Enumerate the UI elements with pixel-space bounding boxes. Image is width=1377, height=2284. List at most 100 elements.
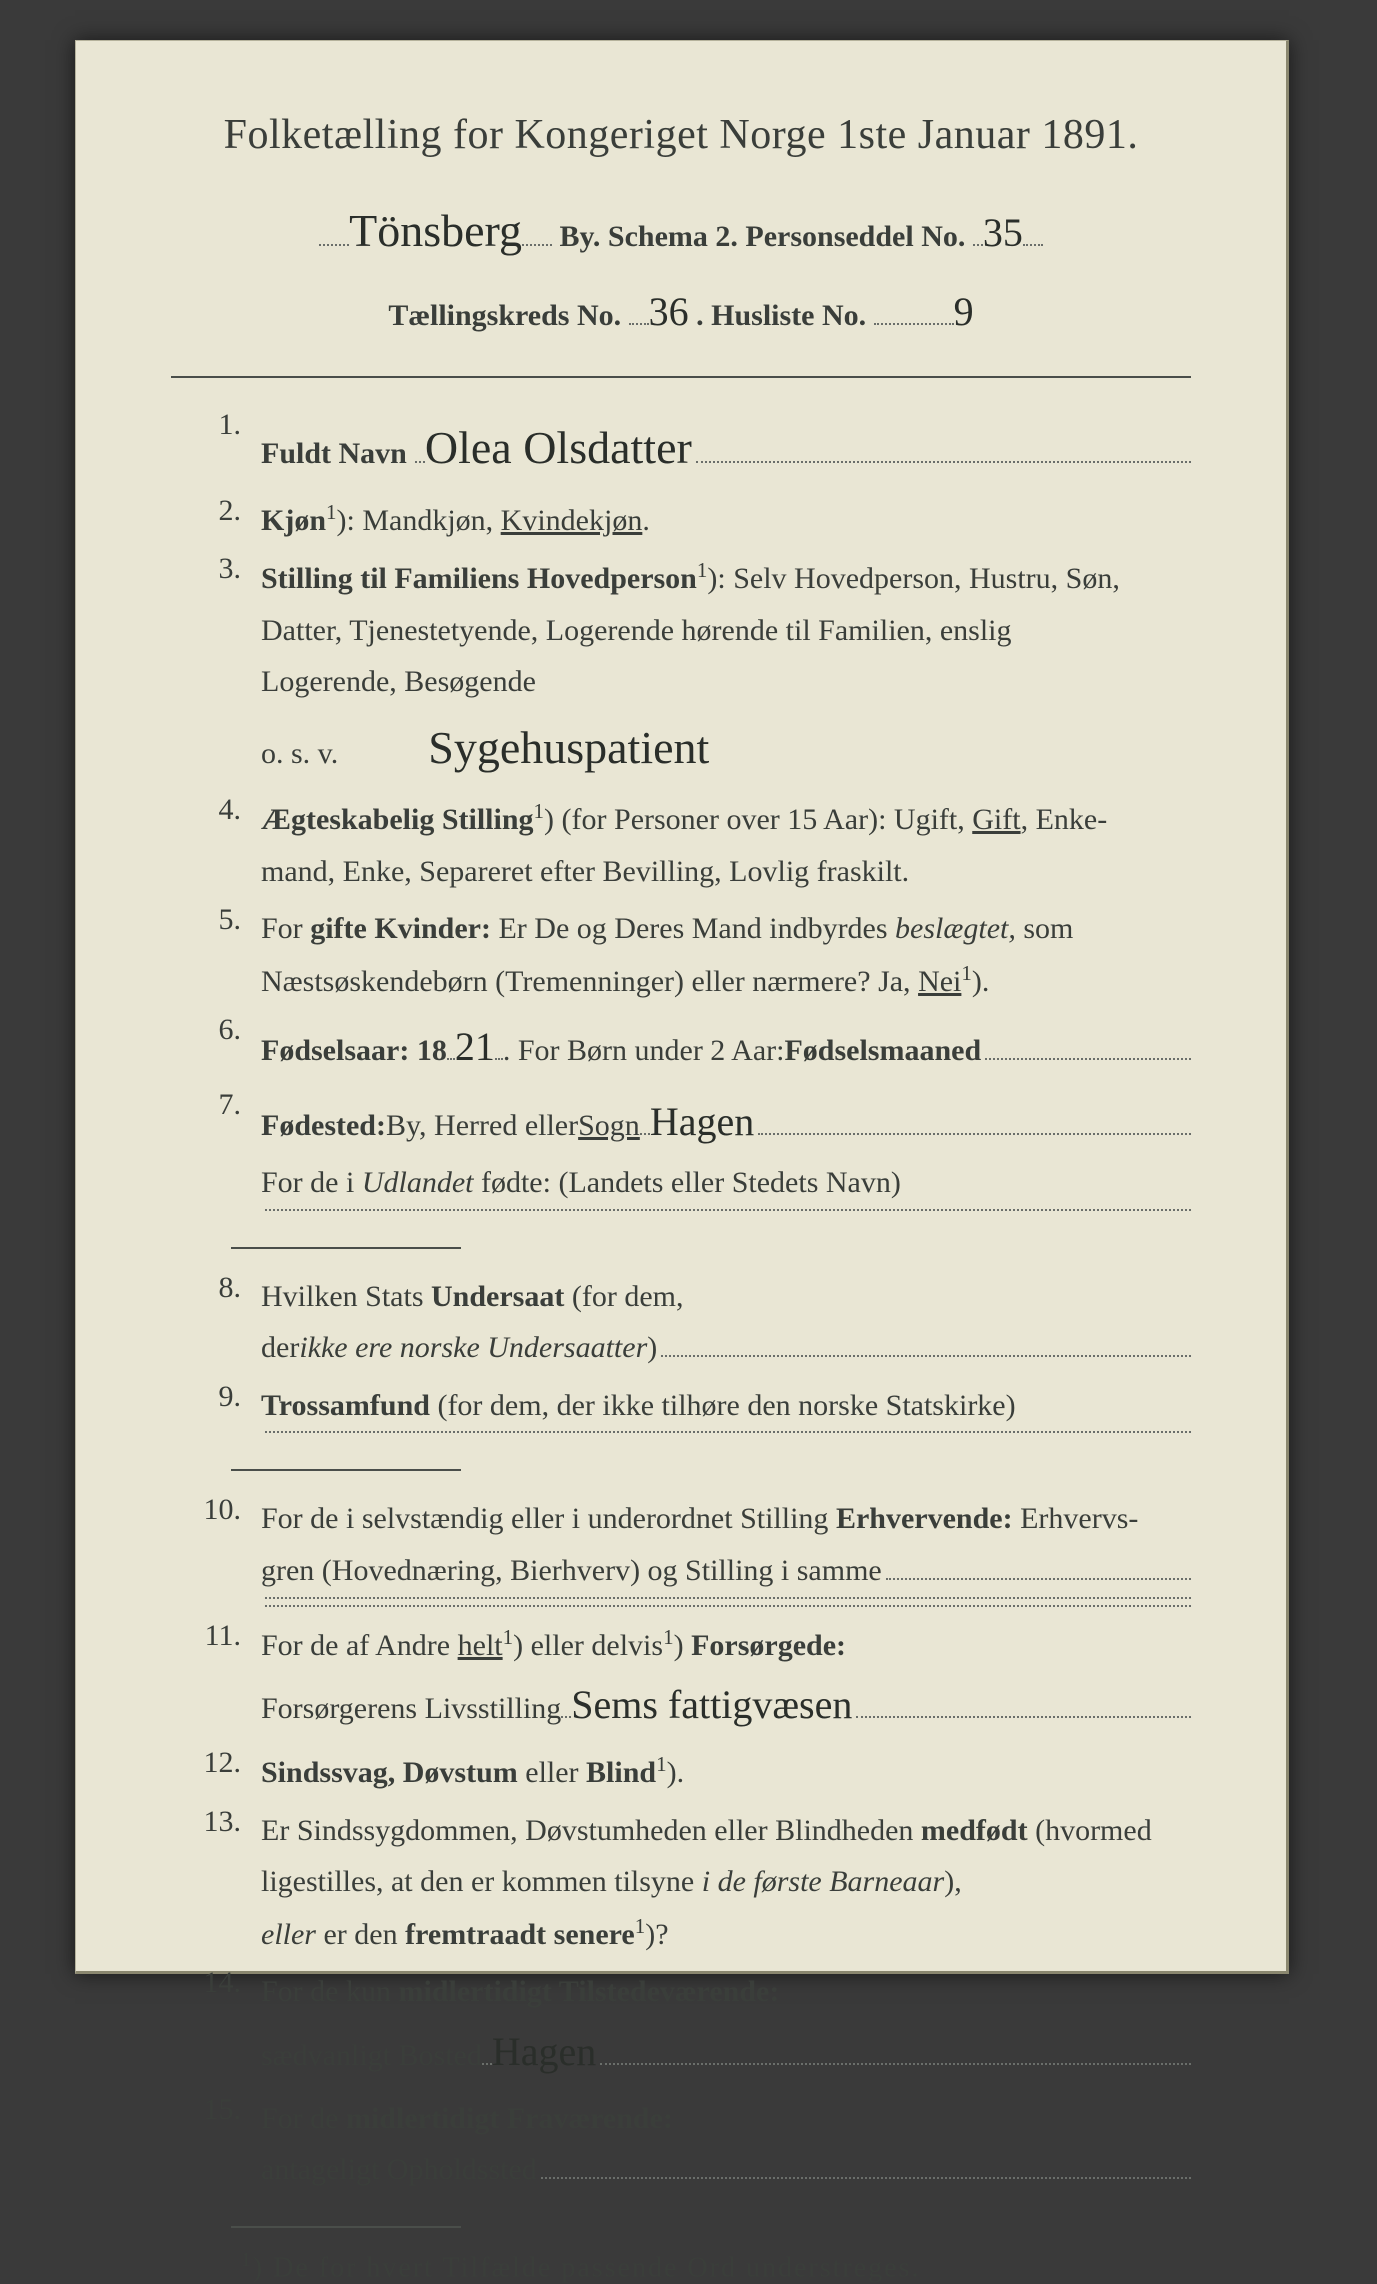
value-gift: Gift xyxy=(972,803,1020,836)
field-number: 12. xyxy=(171,1746,261,1799)
text: For de kun xyxy=(261,1975,399,2008)
text: eller xyxy=(518,1756,586,1789)
text: ) xyxy=(674,1629,692,1662)
text: Erhvervs- xyxy=(1013,1502,1139,1535)
field-number: 11. xyxy=(171,1619,261,1740)
text: For xyxy=(261,912,310,945)
value-kjon: Kvindekjøn xyxy=(501,504,643,537)
label-fremtraadt: fremtraadt senere xyxy=(405,1918,635,1951)
text: Forsørgerens Livsstilling xyxy=(261,1683,561,1735)
divider-mid-1 xyxy=(231,1247,461,1249)
text: )? xyxy=(645,1918,668,1951)
text: ). xyxy=(667,1756,685,1789)
divider-top xyxy=(171,376,1191,378)
text: o. s. v. xyxy=(261,728,338,780)
text: (for dem, der ikke tilhøre den norske St… xyxy=(430,1389,1016,1422)
field-number: 7. xyxy=(171,1088,261,1216)
label-kjon: Kjøn xyxy=(261,504,326,537)
label-forsorgede: Forsørgede: xyxy=(691,1629,846,1662)
field-7: 7. Fødested: By, Herred eller Sogn Hagen… xyxy=(171,1088,1191,1216)
label-fodselsaar: Fødselsaar: 18 xyxy=(261,1025,447,1077)
value-name: Olea Olsdatter xyxy=(425,408,692,487)
value-bosted: Hagen xyxy=(492,2018,596,2087)
label-fodselsmaaned: Fødselsmaaned xyxy=(784,1025,981,1077)
field-number: 9. xyxy=(171,1380,261,1440)
field-6: 6. Fødselsaar: 18 21 . For Børn under 2 … xyxy=(171,1013,1191,1082)
text: Logerende, Besøgende xyxy=(261,656,1191,708)
text: ligestilles, at den er kommen tilsyne xyxy=(261,1865,702,1898)
field-8: 8. Hvilken Stats Undersaat (for dem, der… xyxy=(171,1271,1191,1374)
field-number: 4. xyxy=(171,793,261,897)
text: er den xyxy=(316,1918,405,1951)
text: Hvilken Stats xyxy=(261,1280,431,1313)
field-number: 14. xyxy=(171,1966,261,2086)
text: Er Sindssygdommen, Døvstumheden eller Bl… xyxy=(261,1814,921,1847)
value-stilling: Sygehuspatient xyxy=(428,708,709,787)
label-stilling: Stilling til Familiens Hovedperson xyxy=(261,562,697,595)
field-1: 1. Fuldt Navn Olea Olsdatter xyxy=(171,408,1191,487)
text: antageligt Opholdssted xyxy=(261,2144,537,2196)
field-number: 3. xyxy=(171,552,261,787)
text: beslægtet, xyxy=(895,912,1016,945)
field-number: 13. xyxy=(171,1805,261,1961)
text: For de af Andre xyxy=(261,1629,458,1662)
text: For de i xyxy=(261,1166,362,1199)
field-13: 13. Er Sindssygdommen, Døvstumheden elle… xyxy=(171,1805,1191,1961)
text: (for dem, xyxy=(564,1280,683,1313)
text: By, Herred eller xyxy=(386,1100,578,1152)
text: ) xyxy=(647,1322,657,1374)
label-trossamfund: Trossamfund xyxy=(261,1389,430,1422)
text: ): Selv Hovedperson, Hustru, Søn, xyxy=(707,562,1119,595)
label-fravarende: midlertidigt Fraværende: xyxy=(346,2102,673,2135)
husliste-value: 9 xyxy=(954,274,974,350)
value-helt: helt xyxy=(458,1629,503,1662)
text: i de første Barneaar xyxy=(702,1865,944,1898)
text: ) eller delvis xyxy=(513,1629,663,1662)
field-number: 2. xyxy=(171,494,261,547)
label-sindssvag: Sindssvag, Døvstum xyxy=(261,1756,518,1789)
label-gifte-kvinder: gifte Kvinder: xyxy=(310,912,491,945)
text: der xyxy=(261,1322,299,1374)
personseddel-value: 35 xyxy=(983,195,1023,271)
text: Næstsøskendebørn (Tremenninger) eller næ… xyxy=(261,965,918,998)
header-line-2: Tællingskreds No. 36 . Husliste No. 9 xyxy=(171,274,1191,350)
document-content: Folketælling for Kongeriget Norge 1ste J… xyxy=(171,111,1191,2284)
divider-bottom xyxy=(231,2226,461,2228)
field-number: 8. xyxy=(171,1271,261,1374)
text: . xyxy=(642,504,650,537)
text: som xyxy=(1016,912,1074,945)
text: (hvormed xyxy=(1028,1814,1152,1847)
text: . For Børn under 2 Aar: xyxy=(503,1025,785,1077)
label-medfodt: medfødt xyxy=(921,1814,1028,1847)
field-number: 1. xyxy=(171,408,261,487)
field-2: 2. Kjøn1): Mandkjøn, Kvindekjøn. xyxy=(171,494,1191,547)
field-5: 5. For gifte Kvinder: Er De og Deres Man… xyxy=(171,903,1191,1007)
footnote: 1) De for hvert Tilfælde passende Ord un… xyxy=(241,2250,1191,2284)
label-fodested: Fødested: xyxy=(261,1100,386,1152)
field-12: 12. Sindssvag, Døvstum eller Blind1). xyxy=(171,1746,1191,1799)
tk-value: 36 xyxy=(649,274,689,350)
text: For de xyxy=(261,2102,346,2135)
value-sogn: Sogn xyxy=(578,1100,640,1152)
husliste-label: . Husliste No. xyxy=(696,299,866,332)
field-9: 9. Trossamfund (for dem, der ikke tilhør… xyxy=(171,1380,1191,1440)
field-number: 6. xyxy=(171,1013,261,1082)
value-forsorger: Sems fattigvæsen xyxy=(571,1671,852,1740)
text: mand, Enke, Separeret efter Bevilling, L… xyxy=(261,846,1191,898)
city-value: Tönsberg xyxy=(349,187,522,274)
value-fodselsaar: 21 xyxy=(455,1013,495,1082)
field-number: 10. xyxy=(171,1493,261,1612)
text: , Enke- xyxy=(1021,803,1108,836)
field-number: 15. xyxy=(171,2093,261,2196)
text: Er De og Deres Mand indbyrdes xyxy=(491,912,895,945)
value-fodested: Hagen xyxy=(650,1088,754,1157)
field-11: 11. For de af Andre helt1) eller delvis1… xyxy=(171,1619,1191,1740)
schema-label: By. Schema 2. Personseddel No. xyxy=(560,220,966,253)
text: For de i selvstændig eller i underordnet… xyxy=(261,1502,836,1535)
divider-mid-2 xyxy=(231,1469,461,1471)
label-fuldt-navn: Fuldt Navn xyxy=(261,428,407,480)
text: Udlandet xyxy=(362,1166,474,1199)
label-undersaat: Undersaat xyxy=(431,1280,564,1313)
text: ): Mandkjøn, xyxy=(337,504,501,537)
field-4: 4. Ægteskabelig Stilling1) (for Personer… xyxy=(171,793,1191,897)
